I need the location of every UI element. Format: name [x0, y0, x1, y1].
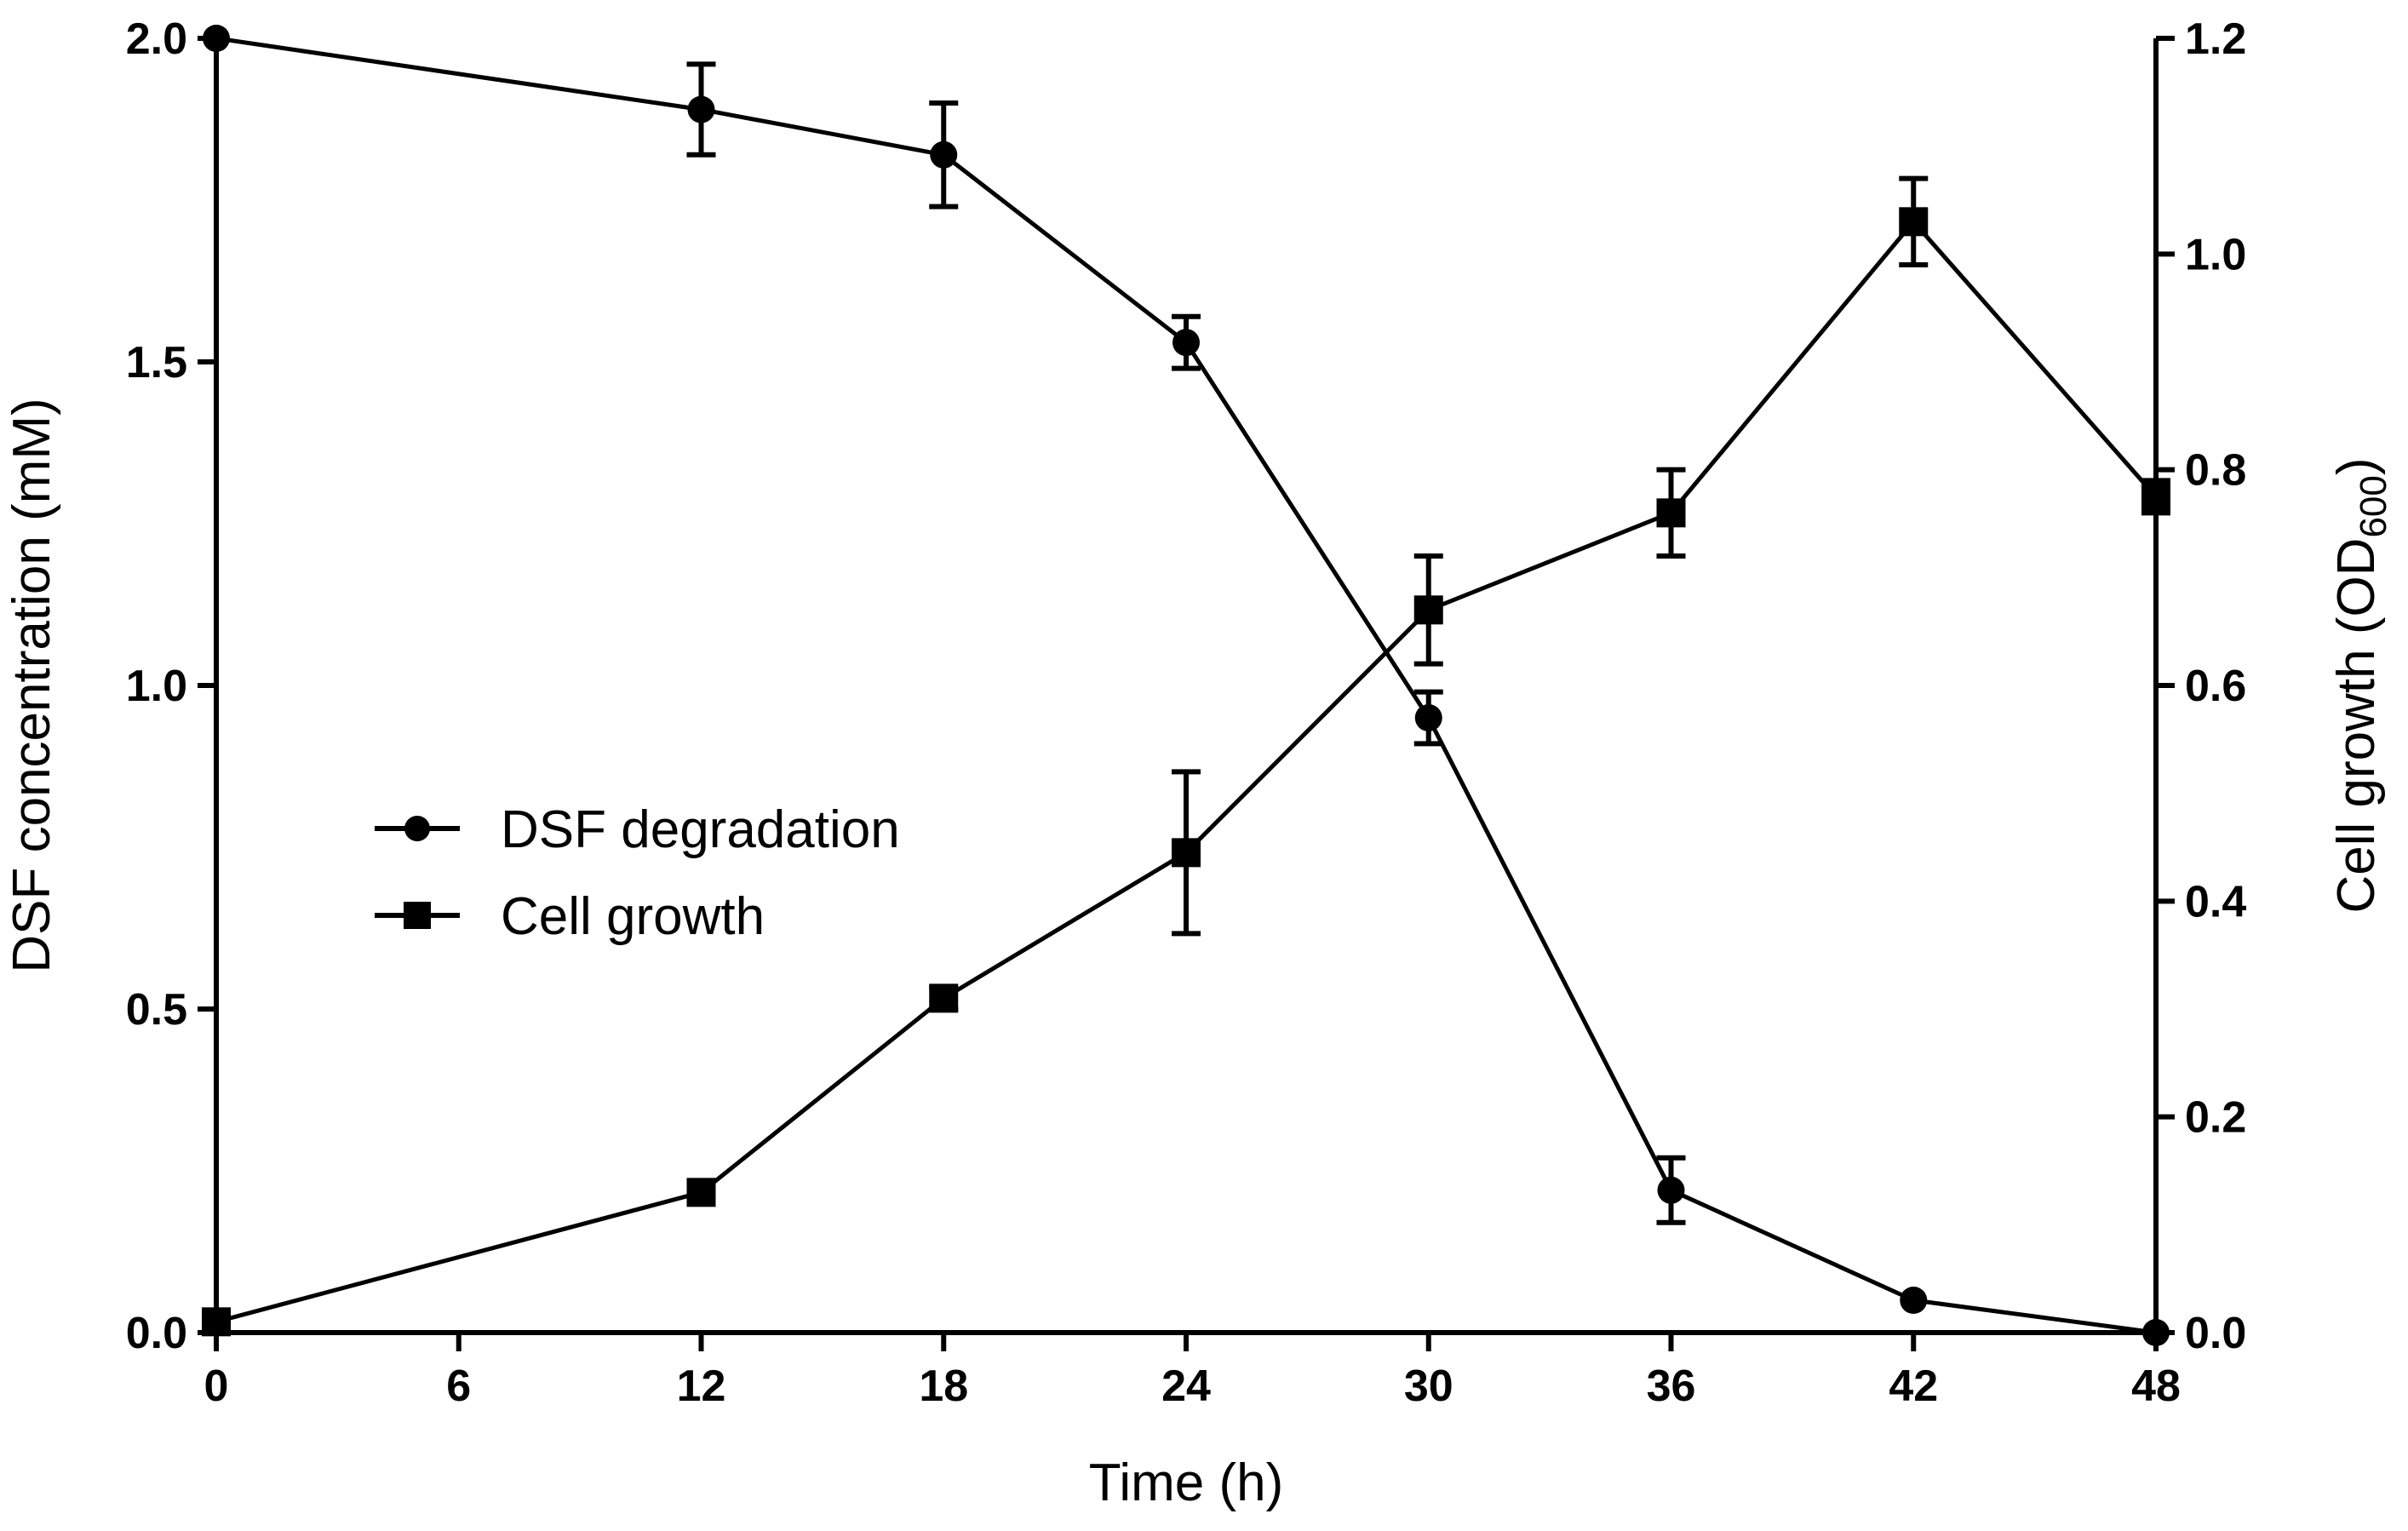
x-tick-label: 6	[446, 1362, 471, 1411]
data-point-cell-growth	[202, 1307, 231, 1337]
x-tick-label: 18	[919, 1362, 968, 1411]
legend: DSF degradation Cell growth	[375, 800, 900, 946]
data-point-cell-growth	[1899, 207, 1929, 237]
data-point-dsf-degradation	[1172, 329, 1200, 357]
left-y-tick-label: 0.0	[126, 1309, 187, 1358]
series-layer	[202, 25, 2170, 1346]
x-tick-label: 12	[677, 1362, 726, 1411]
x-axis-title: Time (h)	[1089, 1454, 1283, 1512]
data-point-cell-growth	[1656, 498, 1686, 528]
data-point-dsf-degradation	[687, 95, 715, 123]
x-tick-label: 30	[1404, 1362, 1453, 1411]
legend-square-marker	[404, 902, 431, 929]
series-line	[215, 36, 2157, 1335]
data-point-cell-growth	[1413, 595, 1443, 625]
data-point-dsf-degradation	[1414, 704, 1442, 731]
legend-label-cell-growth: Cell growth	[501, 887, 765, 946]
x-tick-label: 0	[204, 1362, 229, 1411]
data-point-dsf-degradation	[930, 140, 958, 169]
legend-label-dsf-degradation: DSF degradation	[501, 800, 900, 859]
data-point-dsf-degradation	[1900, 1287, 1928, 1314]
right-y-tick-label: 0.2	[2185, 1093, 2246, 1143]
data-point-cell-growth	[2141, 482, 2170, 512]
right-y-tick-label: 0.8	[2185, 446, 2246, 496]
legend-item-dsf-degradation: DSF degradation	[375, 800, 900, 859]
series-dsf-degradation	[203, 25, 2170, 1346]
right-y-axis-title: Cell growth (OD600)	[2327, 457, 2394, 913]
right-y-tick-label: 0.0	[2185, 1309, 2246, 1358]
right-y-tick-label: 0.4	[2185, 877, 2246, 926]
right-y-tick-label: 1.2	[2185, 14, 2246, 64]
series-line	[215, 218, 2158, 1324]
left-y-tick-label: 2.0	[126, 14, 187, 64]
data-point-dsf-degradation	[1657, 1176, 1685, 1204]
legend-item-cell-growth: Cell growth	[375, 887, 765, 946]
x-tick-label: 24	[1161, 1362, 1211, 1411]
x-tick-label: 48	[2131, 1362, 2181, 1411]
x-tick-label: 36	[1647, 1362, 1696, 1411]
right-y-axis-title-main: Cell growth (OD	[2327, 538, 2386, 914]
data-point-dsf-degradation	[203, 25, 230, 52]
right-y-tick-label: 0.6	[2185, 662, 2246, 711]
axes	[214, 38, 2159, 1335]
left-y-tick-label: 0.5	[126, 985, 187, 1035]
data-point-cell-growth	[929, 983, 959, 1013]
left-y-axis-title: DSF concentration (mM)	[3, 398, 61, 972]
right-y-axis-title-subscript: 600	[2353, 475, 2394, 537]
axis-ticks: 0 6 12 18 24 30 36 42 480.00.51.01.52.00.00.20.4…	[126, 14, 2247, 1411]
right-y-axis-title-end: )	[2327, 457, 2386, 475]
series-cell-growth	[202, 175, 2170, 1337]
left-y-tick-label: 1.5	[126, 338, 187, 387]
data-point-cell-growth	[1172, 838, 1201, 868]
legend-circle-marker	[404, 816, 430, 841]
data-point-cell-growth	[686, 1178, 716, 1207]
right-y-tick-label: 1.0	[2185, 230, 2246, 279]
left-y-tick-label: 1.0	[126, 662, 187, 711]
data-point-dsf-degradation	[2142, 1319, 2170, 1346]
x-tick-label: 42	[1889, 1362, 1938, 1411]
